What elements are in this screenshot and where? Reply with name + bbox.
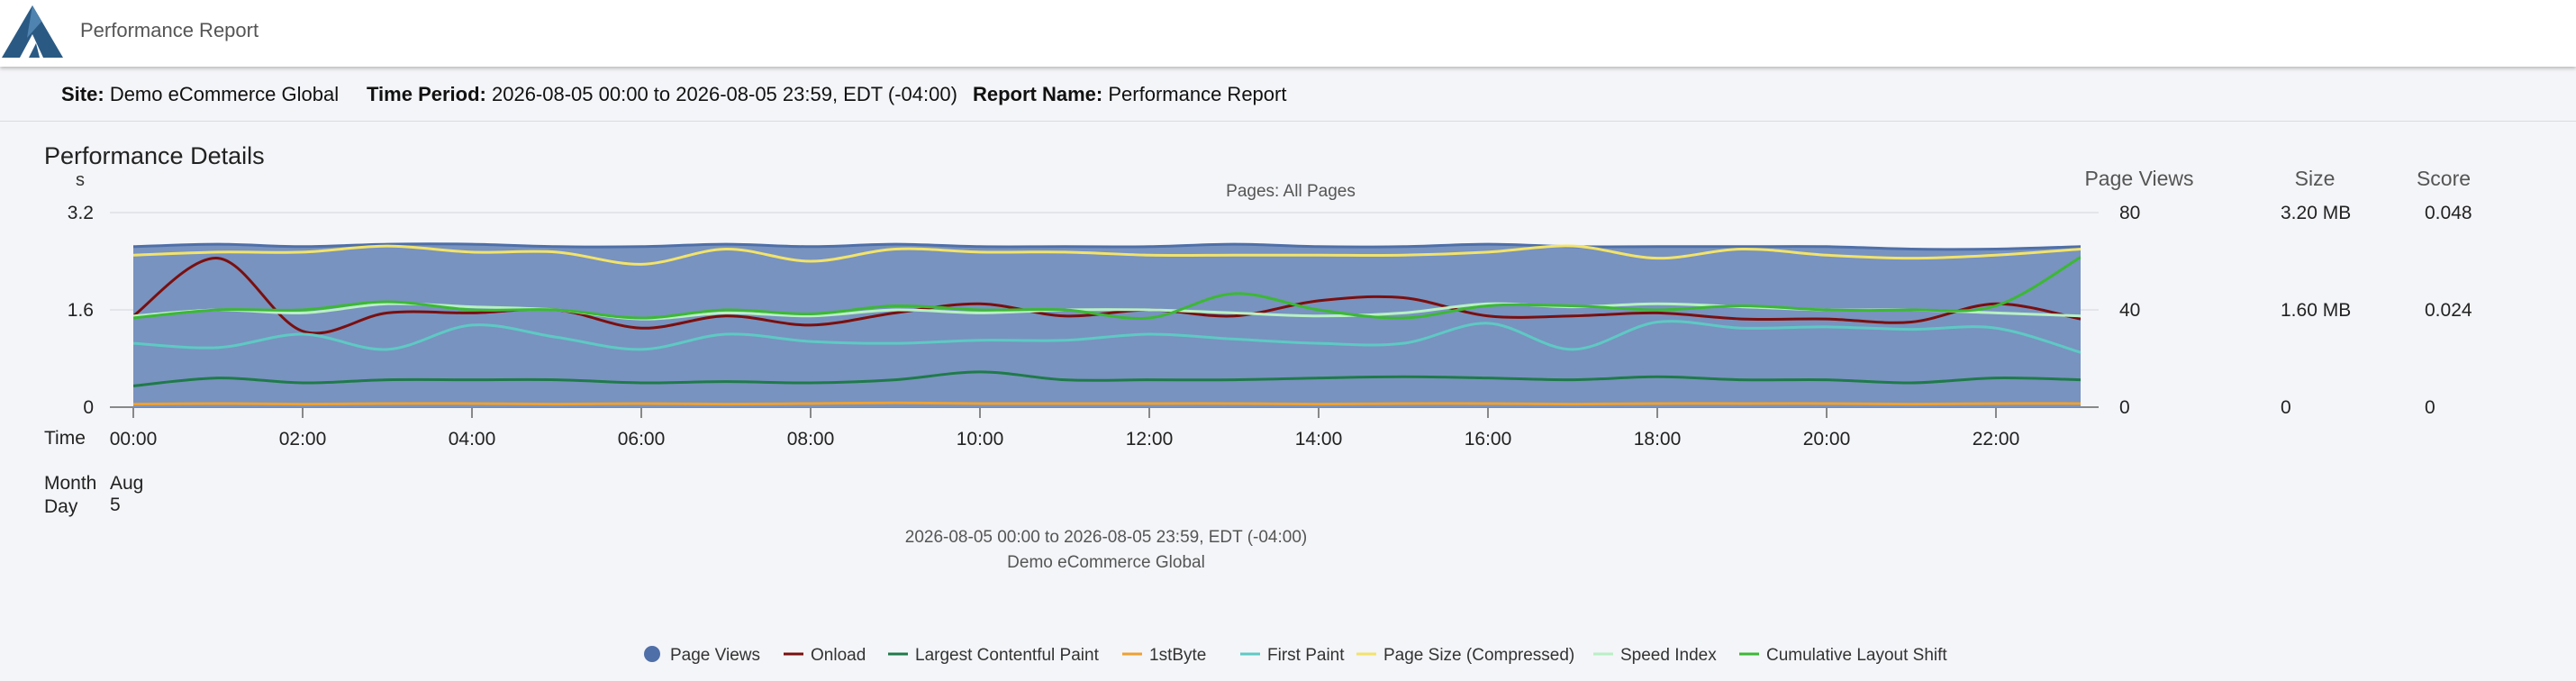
app-title: Performance Report — [80, 19, 259, 41]
month-value: Aug — [110, 473, 143, 494]
legend-label: Speed Index — [1620, 646, 1717, 665]
legend-label: Page Size (Compressed) — [1383, 646, 1574, 665]
legend-item-largest-contentful-paint: Largest Contentful Paint — [888, 646, 1100, 665]
site-label: Site: — [61, 83, 104, 105]
page-views-axis-title: Page Views — [2084, 167, 2193, 190]
size-axis-tick-label: 3.20 MB — [2281, 203, 2351, 223]
legend-item-1stbyte: 1stByte — [1122, 646, 1206, 665]
legend-item-page-size-compressed: Page Size (Compressed) — [1356, 646, 1574, 665]
score-axis-title: Score — [2417, 167, 2471, 190]
legend-marker-page-views — [644, 646, 660, 662]
legend-label: Cumulative Layout Shift — [1766, 646, 1947, 665]
x-axis-tick-label: 20:00 — [1803, 429, 1851, 449]
top-bar: Performance Report — [0, 0, 2576, 67]
left-axis-unit: s — [76, 170, 85, 190]
legend-item-speed-index: Speed Index — [1593, 646, 1717, 665]
section-title: Performance Details — [44, 142, 265, 169]
report-info-bar: Site: Demo eCommerce Global Time Period:… — [0, 70, 2576, 122]
time-period-label: Time Period: — [367, 83, 486, 105]
onload-line — [133, 257, 2081, 335]
x-axis-tick-label: 16:00 — [1465, 429, 1512, 449]
x-axis-tick-label: 12:00 — [1126, 429, 1174, 449]
page-size-compressed-line — [133, 244, 2081, 266]
first-paint-line — [133, 320, 2081, 354]
legend-item-cumulative-layout-shift: Cumulative Layout Shift — [1739, 646, 1947, 665]
left-axis-tick-label: 3.2 — [68, 203, 94, 223]
cumulative-layout-shift-line — [133, 256, 2081, 321]
legend-label: Largest Contentful Paint — [915, 646, 1100, 665]
x-axis-tick-label: 02:00 — [279, 429, 327, 449]
time-period-value: 2026-08-05 00:00 to 2026-08-05 23:59, ED… — [491, 83, 957, 105]
largest-contentful-paint-line — [133, 370, 2081, 387]
size-axis-title: Size — [2295, 167, 2336, 190]
legend-label: Onload — [811, 646, 866, 665]
x-axis-tick-label: 10:00 — [957, 429, 1004, 449]
page-views-area-layer — [133, 242, 2081, 407]
page-views-axis-tick-label: 80 — [2119, 203, 2140, 223]
x-axis-tick-label: 08:00 — [787, 429, 835, 449]
score-axis-tick-label: 0.048 — [2425, 203, 2472, 223]
legend-label: Page Views — [670, 646, 760, 665]
left-axis-tick-label: 0 — [83, 397, 94, 418]
site-value: Demo eCommerce Global — [109, 83, 340, 105]
month-row-label: Month — [44, 473, 96, 494]
legend-label: First Paint — [1267, 646, 1345, 665]
legend-label: 1stByte — [1149, 646, 1206, 665]
legend-item-onload: Onload — [784, 646, 866, 665]
series-lines-layer — [133, 244, 2081, 406]
size-axis-tick-label: 1.60 MB — [2281, 300, 2351, 321]
chart-title: Pages: All Pages — [1226, 182, 1356, 201]
site-info: Site: Demo eCommerce Global — [61, 83, 339, 106]
1stbyte-line — [133, 401, 2081, 406]
page-views-axis-tick-label: 0 — [2119, 397, 2130, 418]
chart-site-caption: Demo eCommerce Global — [1007, 553, 1205, 572]
score-axis-tick-label: 0 — [2425, 397, 2435, 418]
x-axis-tick-label: 00:00 — [110, 429, 158, 449]
day-value: 5 — [110, 495, 121, 515]
x-axis-tick-label: 06:00 — [618, 429, 666, 449]
chart-axes: 3.2 1.6 0 80 40 0 3.20 MB 1.60 MB 0 0.048 0.024 0 00… — [68, 203, 2472, 449]
x-axis-tick-label: 14:00 — [1295, 429, 1343, 449]
size-axis-tick-label: 0 — [2281, 397, 2291, 418]
legend-item-first-paint: First Paint — [1240, 646, 1345, 665]
time-period-info: Time Period: 2026-08-05 00:00 to 2026-08… — [367, 83, 957, 106]
x-axis-tick-label: 04:00 — [449, 429, 496, 449]
day-row-label: Day — [44, 496, 78, 517]
page-views-line — [133, 242, 2081, 251]
x-axis-tick-label: 22:00 — [1973, 429, 2020, 449]
time-row-label: Time — [44, 428, 86, 449]
chart-legend: Page Views Onload Largest Contentful Paint… — [644, 646, 1947, 665]
legend-item-page-views: Page Views — [644, 646, 760, 665]
page-views-axis-tick-label: 40 — [2119, 300, 2140, 321]
score-axis-tick-label: 0.024 — [2425, 300, 2472, 321]
x-axis-tick-label: 18:00 — [1634, 429, 1682, 449]
app-logo-icon[interactable] — [0, 2, 65, 61]
chart-period-caption: 2026-08-05 00:00 to 2026-08-05 23:59, ED… — [905, 528, 1307, 547]
left-axis-tick-label: 1.6 — [68, 300, 94, 321]
report-name-label: Report Name: — [973, 83, 1103, 105]
report-name-info: Report Name: Performance Report — [973, 83, 1286, 106]
report-name-value: Performance Report — [1108, 83, 1287, 105]
page-views-area — [133, 243, 2081, 407]
